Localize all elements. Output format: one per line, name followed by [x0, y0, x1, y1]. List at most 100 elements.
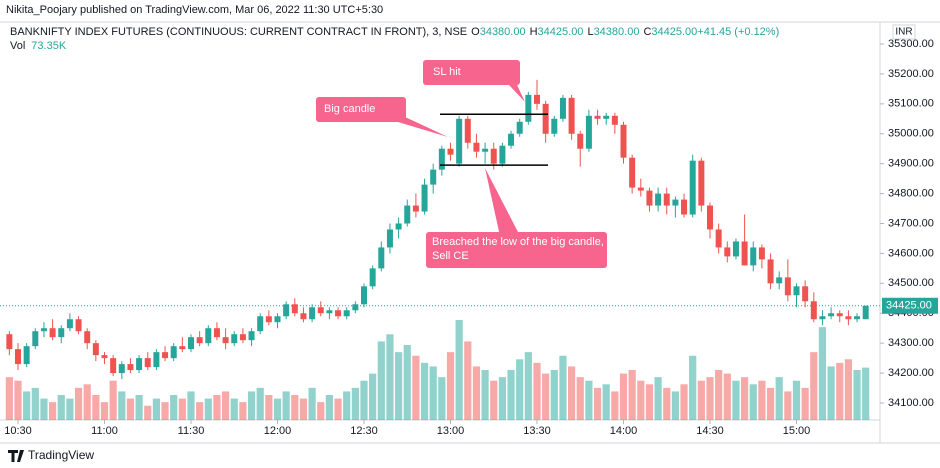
y-tick-label: 35200.00 [888, 68, 934, 80]
candle-body [257, 316, 264, 332]
volume-bar [524, 352, 532, 420]
volume-bar [438, 377, 446, 420]
candle-body [568, 97, 575, 134]
candle-body [663, 193, 670, 206]
candle-body [646, 190, 653, 206]
volume-bar [360, 380, 368, 420]
volume-bar [144, 405, 152, 420]
volume-bar [689, 355, 697, 420]
annotation: Big candle [324, 103, 375, 115]
volume-bar [429, 366, 437, 420]
candle-body [404, 205, 411, 224]
volume-bar [723, 373, 731, 420]
candle-body [629, 157, 636, 188]
volume-bar [836, 362, 844, 420]
candle-body [854, 316, 861, 320]
volume-bar [775, 377, 783, 420]
volume-bar [585, 380, 593, 420]
candle-body [386, 229, 393, 248]
candle-body [767, 259, 774, 284]
volume-bar [395, 352, 403, 420]
volume-bar [576, 377, 584, 420]
x-tick-label: 14:00 [610, 425, 638, 437]
candle-body [222, 337, 229, 344]
volume-bar [455, 320, 463, 420]
volume-bar [178, 398, 186, 420]
candle-body [516, 121, 523, 134]
volume-bar [853, 370, 861, 420]
x-tick-label: 13:30 [523, 425, 551, 437]
candle-body [559, 97, 566, 119]
candle-body [542, 103, 549, 134]
candle-body [724, 247, 731, 257]
volume-bar [611, 391, 619, 420]
candle-body [689, 160, 696, 215]
legend-label: H [530, 26, 538, 38]
legend-value: 34380.00 [594, 26, 640, 38]
candle-body [248, 331, 255, 341]
candle-body [335, 310, 342, 317]
candle-body [58, 328, 65, 338]
candle-body [836, 313, 843, 317]
volume-label: Vol [10, 40, 25, 52]
candle-body [291, 304, 298, 314]
candle-body [819, 316, 826, 320]
candle-body [395, 223, 402, 230]
candle-body [23, 346, 30, 365]
currency-box [892, 24, 916, 40]
candle-body [153, 352, 160, 368]
volume-bar [386, 334, 394, 420]
volume-bar [766, 387, 775, 420]
candle-body [802, 286, 809, 302]
candle-body [845, 316, 852, 320]
candle-body [378, 247, 385, 269]
candle-body [758, 247, 765, 260]
candle-body [75, 319, 82, 332]
candle-body [188, 337, 194, 350]
volume-bar [40, 398, 48, 420]
volume-bar [732, 380, 740, 420]
legend-label: C [643, 26, 651, 38]
volume-bar [135, 395, 143, 420]
candle-body [776, 277, 783, 284]
candle-body [170, 346, 177, 359]
candle-body [715, 229, 722, 248]
volume-bar [31, 387, 39, 420]
candle-body [283, 304, 290, 317]
volume-bar [645, 384, 654, 420]
volume-bar [92, 395, 100, 420]
candle-body [343, 310, 350, 317]
y-tick-label: 35000.00 [888, 128, 934, 140]
candle-body [15, 349, 21, 365]
candle-body [300, 313, 307, 320]
volume-bar [369, 373, 377, 420]
volume-bar [844, 359, 852, 420]
volume-bar [697, 380, 705, 420]
candle-body [265, 316, 272, 323]
volume-bar [792, 380, 801, 420]
candle-body [118, 364, 125, 374]
y-tick-label: 34100.00 [888, 397, 934, 409]
y-tick-label: 34200.00 [888, 367, 934, 379]
annotation-box [423, 60, 520, 85]
candle-body [179, 346, 186, 350]
plot: 34100.0034200.0034300.0034400.0034500.00… [0, 38, 934, 437]
candle-body [750, 247, 757, 266]
volume-bar [161, 402, 169, 420]
volume-bar [680, 384, 688, 420]
candle-body [136, 358, 143, 371]
volume-bar [247, 391, 256, 420]
currency: INR [895, 27, 912, 38]
volume-bar [593, 387, 602, 420]
volume-bar [619, 373, 628, 420]
volume-bar [66, 398, 74, 420]
candle-body [551, 118, 558, 134]
candle-body [525, 94, 532, 122]
candle-body [101, 355, 108, 359]
volume-bar [239, 402, 247, 420]
volume-bar [299, 398, 308, 420]
candle-body [412, 205, 419, 212]
symbol: BANKNIFTY INDEX FUTURES (CONTINUOUS: CUR… [10, 26, 467, 38]
candle-body [732, 241, 739, 257]
volume-bar [671, 391, 679, 420]
